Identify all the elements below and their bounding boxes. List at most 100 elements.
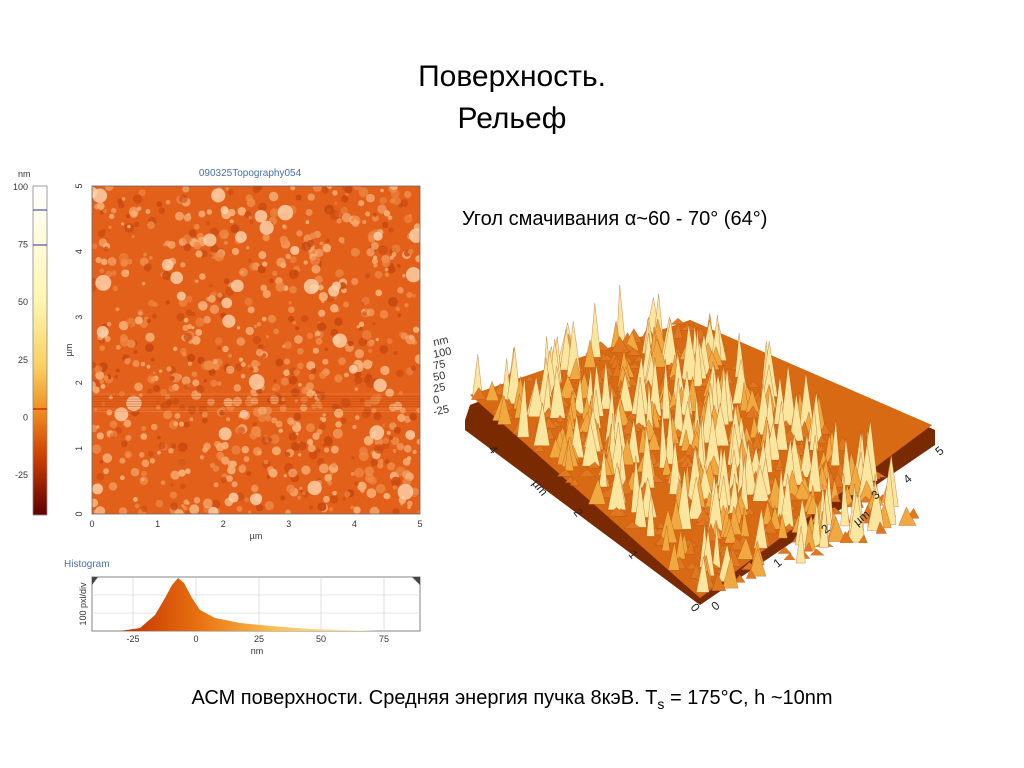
grain — [212, 465, 220, 472]
grain — [243, 456, 250, 463]
grain — [203, 378, 208, 383]
spike — [817, 435, 828, 444]
grain — [248, 374, 265, 390]
grain — [377, 462, 384, 469]
grain — [384, 458, 390, 465]
x-tick-label: 2 — [221, 519, 226, 529]
grain — [290, 186, 296, 191]
grain — [226, 475, 233, 482]
grain — [166, 366, 172, 372]
grain — [334, 317, 343, 327]
spike — [795, 525, 806, 564]
grain — [350, 505, 355, 510]
grain — [231, 247, 240, 256]
grain — [119, 475, 125, 481]
grain — [109, 420, 118, 429]
grain — [402, 470, 412, 480]
spike — [524, 375, 534, 382]
grain — [343, 372, 349, 378]
grain — [334, 374, 343, 383]
grain — [275, 282, 285, 292]
grain — [384, 272, 390, 278]
spike — [829, 472, 845, 488]
grain — [255, 504, 264, 512]
x-tick-label: 50 — [316, 634, 326, 644]
grain — [249, 219, 254, 224]
grain — [331, 462, 337, 468]
grain — [362, 310, 367, 316]
grain — [192, 379, 200, 387]
grain — [386, 430, 391, 435]
grain — [252, 421, 257, 427]
grain — [299, 486, 303, 491]
grain — [332, 490, 337, 496]
spike — [564, 440, 575, 472]
grain — [351, 219, 360, 228]
grain — [214, 337, 223, 345]
grain — [329, 210, 340, 220]
spike — [661, 456, 672, 476]
grain — [193, 223, 200, 230]
grain — [298, 383, 302, 387]
grain — [147, 375, 156, 384]
x-tick-label: 3 — [286, 519, 291, 529]
grain — [358, 200, 365, 207]
grain — [185, 510, 189, 514]
grain — [271, 417, 278, 424]
grain — [416, 438, 420, 445]
grain — [238, 463, 247, 472]
grain — [366, 308, 375, 317]
grain — [266, 475, 271, 479]
grain — [351, 456, 355, 460]
grain — [211, 188, 226, 203]
spike — [549, 365, 566, 419]
grain — [136, 206, 142, 211]
grain — [183, 421, 190, 428]
grain — [404, 303, 409, 308]
grain — [203, 233, 217, 247]
grain — [374, 444, 384, 454]
grain — [319, 371, 327, 379]
grain — [390, 436, 400, 446]
grain — [396, 442, 405, 451]
grain — [335, 269, 344, 278]
grain — [287, 315, 295, 323]
spike — [688, 476, 704, 520]
spike — [589, 303, 601, 358]
grain — [362, 359, 373, 370]
grain — [262, 233, 270, 242]
grain — [179, 421, 184, 427]
spike — [661, 525, 670, 552]
grain — [181, 376, 191, 385]
grain — [380, 188, 384, 193]
grain — [406, 291, 413, 298]
z-tick-label: 25 — [432, 381, 446, 395]
spike — [875, 521, 887, 534]
grain — [415, 255, 420, 263]
grain — [146, 364, 151, 369]
grain — [318, 292, 328, 302]
spike — [583, 339, 596, 368]
x-axis-label: nm — [251, 646, 264, 656]
grain — [286, 417, 295, 425]
grain — [141, 281, 146, 286]
grain — [193, 241, 202, 250]
grain — [372, 214, 379, 222]
grain — [391, 244, 401, 254]
grain — [177, 442, 188, 452]
grain — [386, 265, 396, 274]
grain — [115, 344, 121, 350]
grain — [119, 457, 126, 464]
grain — [145, 332, 155, 343]
grain — [310, 232, 317, 239]
spike — [807, 435, 822, 492]
grain — [225, 187, 229, 191]
grain — [249, 431, 258, 440]
grain — [251, 360, 259, 369]
grain — [275, 358, 284, 367]
grain — [382, 221, 389, 229]
spike — [848, 491, 866, 543]
spike — [753, 507, 768, 549]
y-tick-label: 1 — [74, 446, 84, 451]
